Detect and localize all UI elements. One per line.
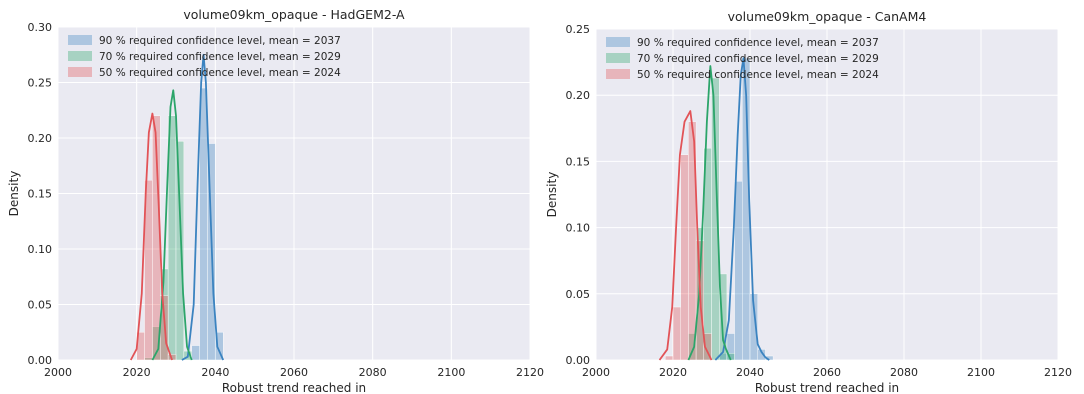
y-tick-label: 0.10 [566, 222, 591, 235]
x-tick-label: 2120 [516, 366, 544, 379]
chart-title: volume09km_opaque - CanAM4 [728, 9, 927, 24]
chart-title: volume09km_opaque - HadGEM2-A [183, 7, 405, 22]
chart-panel-2: 2000 2020 2040 2060 2080 2100 2120 0.00 0.05 0.10… [545, 9, 1072, 394]
kde-line-series-2 [151, 89, 193, 361]
legend-swatch-series-3 [606, 69, 630, 79]
histogram-bar-series-2 [719, 273, 728, 361]
x-axis-label: Robust trend reached in [222, 381, 366, 394]
histogram-bar-series-1 [749, 293, 758, 361]
x-tick-label: 2080 [890, 366, 918, 379]
y-tick-label: 0.20 [28, 132, 53, 145]
histogram-bar-series-1 [734, 181, 743, 361]
legend-swatch-series-1 [68, 35, 92, 45]
x-tick-label: 2000 [44, 366, 72, 379]
y-tick-label: 0.30 [28, 21, 53, 34]
x-tick-label: 2020 [123, 366, 151, 379]
y-tick-label: 0.05 [566, 288, 591, 301]
y-tick-label: 0.05 [28, 299, 53, 312]
legend-label-series-3: 50 % required confidence level, mean = 2… [637, 69, 879, 81]
x-tick-label: 2040 [736, 366, 764, 379]
y-tick-label: 0.00 [28, 354, 53, 367]
legend-swatch-series-2 [606, 53, 630, 63]
x-tick-label: 2000 [582, 366, 610, 379]
histogram-bar-series-3 [665, 355, 674, 361]
x-tick-label: 2120 [1044, 366, 1072, 379]
histogram-bar-series-1 [215, 332, 224, 361]
kde-line-series-1 [714, 57, 770, 361]
y-axis-label: Density [7, 171, 21, 217]
histogram-bar-series-1 [199, 87, 208, 361]
x-tick-label: 2080 [359, 366, 387, 379]
y-tick-label: 0.00 [566, 354, 591, 367]
legend: 90 % required confidence level, mean = 2… [68, 35, 341, 79]
y-tick-label: 0.15 [566, 155, 591, 168]
x-tick-label: 2060 [280, 366, 308, 379]
kde-line-series-3 [129, 112, 173, 361]
legend-label-series-2: 70 % required confidence level, mean = 2… [99, 51, 341, 63]
y-tick-label: 0.10 [28, 243, 53, 256]
x-tick-label: 2100 [967, 366, 995, 379]
legend-swatch-series-3 [68, 67, 92, 77]
y-tick-label: 0.20 [566, 89, 591, 102]
y-tick-label: 0.25 [566, 23, 591, 36]
histogram-bar-series-1 [757, 349, 766, 361]
kde-line-series-3 [658, 110, 713, 361]
legend-swatch-series-2 [68, 51, 92, 61]
y-axis-label: Density [545, 172, 559, 218]
histogram-bar-series-3 [703, 333, 712, 361]
histogram-bar-series-1 [191, 345, 200, 361]
histogram-bar-series-3 [672, 306, 681, 361]
chart-panel-1: 2000 2020 2040 2060 2080 2100 2120 0.00 0.05 0.10… [7, 7, 544, 394]
kde-line-series-2 [687, 65, 732, 361]
legend-label-series-3: 50 % required confidence level, mean = 2… [99, 67, 341, 79]
x-tick-label: 2020 [659, 366, 687, 379]
legend: 90 % required confidence level, mean = 2… [606, 37, 879, 81]
legend-label-series-1: 90 % required confidence level, mean = 2… [99, 35, 341, 47]
legend-swatch-series-1 [606, 37, 630, 47]
kde-line-series-1 [181, 53, 225, 361]
x-axis-label: Robust trend reached in [755, 381, 899, 394]
legend-label-series-2: 70 % required confidence level, mean = 2… [637, 53, 879, 65]
y-tick-label: 0.15 [28, 188, 53, 201]
x-tick-label: 2040 [201, 366, 229, 379]
histogram-bar-series-2 [175, 141, 185, 361]
histogram-bar-series-3 [680, 154, 689, 361]
y-tick-label: 0.25 [28, 77, 53, 90]
x-tick-label: 2060 [813, 366, 841, 379]
legend-label-series-1: 90 % required confidence level, mean = 2… [637, 37, 879, 49]
x-tick-label: 2100 [437, 366, 465, 379]
